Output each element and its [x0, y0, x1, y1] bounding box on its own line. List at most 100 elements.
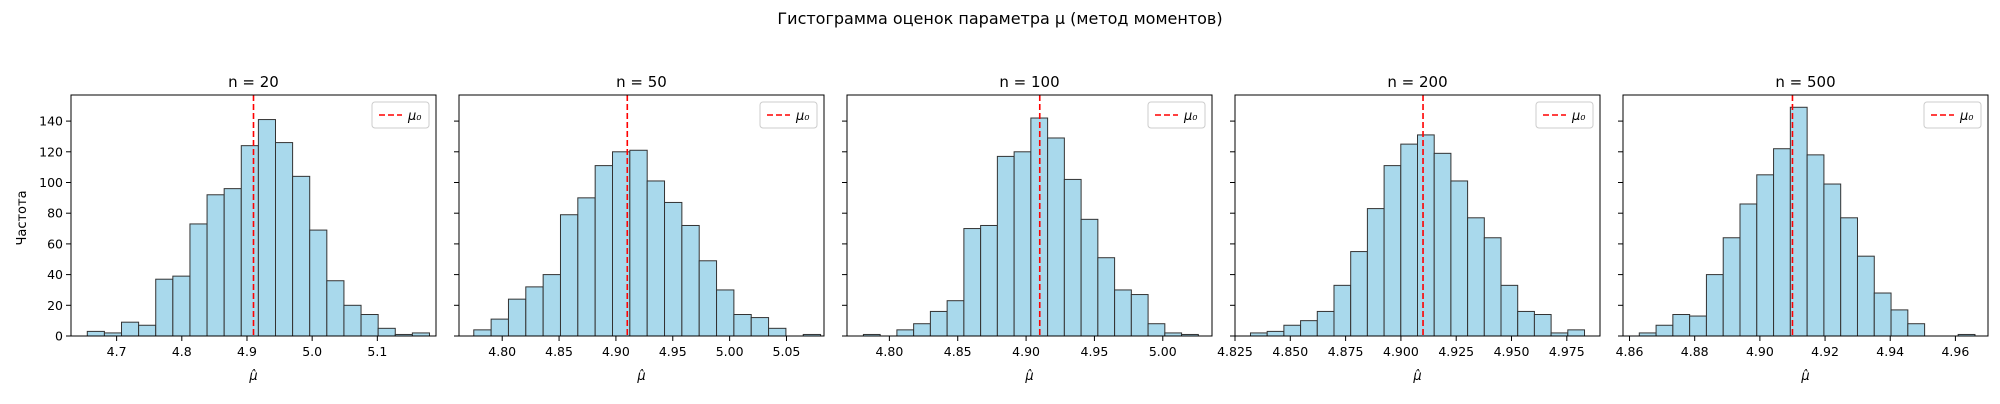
subplot-title: n = 200	[1387, 73, 1447, 91]
x-tick-label: 4.88	[1681, 344, 1709, 359]
histogram-bar	[577, 197, 596, 337]
x-tick-label: 4.950	[1494, 344, 1530, 359]
x-tick-label: 5.1	[367, 344, 387, 359]
axes-frame	[458, 94, 825, 337]
x-tick-label: 4.80	[488, 344, 516, 359]
histogram-bar	[1450, 180, 1469, 337]
histogram-bar	[1873, 292, 1892, 337]
x-tick-label: 4.80	[875, 344, 903, 359]
histogram-bar	[360, 314, 379, 337]
histogram-bar	[542, 274, 561, 337]
x-tick-label: 4.925	[1438, 344, 1474, 359]
histogram-bar	[1722, 237, 1741, 337]
x-tick-label: 5.05	[773, 344, 801, 359]
histogram-bar	[980, 224, 998, 337]
histogram-bar	[1333, 284, 1352, 337]
histogram-bar	[507, 298, 527, 337]
histogram-bar	[223, 188, 242, 337]
x-tick-label: 4.9	[237, 344, 257, 359]
x-axis-label: μ̂	[1024, 369, 1033, 384]
y-tick-label: 140	[39, 114, 63, 129]
histogram-bar	[189, 223, 208, 337]
histogram-bar	[559, 214, 579, 337]
histogram-bar	[1383, 165, 1402, 337]
x-tick-label: 4.95	[659, 344, 687, 359]
axes-frame	[1622, 94, 1989, 337]
histogram-bar	[929, 310, 948, 337]
subplot-1: n = 20 4.7 4.8 4.9 5.0 5.1 0 20 40 60 80 100 120 140 μ…	[39, 73, 437, 384]
x-tick-label: 5.00	[1149, 344, 1177, 359]
x-tick-label: 4.8	[172, 344, 192, 359]
x-tick-label: 4.90	[602, 344, 630, 359]
legend: μ₀	[371, 101, 430, 129]
histogram-bar	[646, 180, 666, 337]
histogram-bar	[750, 317, 770, 337]
histogram-bar	[1483, 237, 1502, 337]
histogram-bar	[257, 119, 276, 337]
legend: μ₀	[1147, 101, 1206, 129]
histogram-bar	[1907, 323, 1926, 337]
histogram-bar	[343, 304, 362, 337]
histogram-bar	[172, 275, 191, 337]
histogram-bar	[1823, 183, 1842, 337]
histogram-bar	[698, 260, 718, 337]
histogram-bar	[1080, 218, 1099, 337]
x-tick-label: 4.875	[1328, 344, 1364, 359]
x-tick-label: 4.975	[1549, 344, 1585, 359]
y-tick-label: 120	[39, 144, 63, 159]
x-axis-label: μ̂	[1800, 369, 1809, 384]
histogram-bar	[1773, 148, 1791, 337]
x-axis-label: μ̂	[248, 369, 257, 384]
histogram-bar	[996, 155, 1015, 337]
histogram-bar	[946, 300, 965, 337]
x-tick-label: 5.0	[302, 344, 322, 359]
histogram-bar	[1533, 314, 1552, 337]
histogram-bar	[1350, 251, 1368, 337]
subplot-2: n = 50 4.80 4.85 4.90 4.95 5.00 5.05 μ̂ μ₀	[454, 73, 825, 384]
subplot-title: n = 20	[228, 73, 279, 91]
histogram-bar	[1013, 151, 1032, 337]
histogram-bar	[1147, 323, 1166, 337]
x-tick-label: 4.90	[1012, 344, 1040, 359]
x-tick-label: 4.92	[1811, 344, 1839, 359]
histogram-bar	[716, 289, 735, 337]
legend: μ₀	[1923, 101, 1982, 129]
histogram-bar	[1890, 309, 1909, 337]
histogram-bar	[1689, 315, 1707, 337]
histogram-bar	[274, 142, 294, 337]
histogram-bar	[1467, 217, 1485, 337]
histogram-bar	[490, 318, 509, 337]
histogram-bar	[473, 329, 492, 337]
y-tick-label: 80	[47, 206, 63, 221]
histogram-bar	[1130, 294, 1149, 337]
histogram-bar	[1500, 284, 1519, 337]
histogram-bar	[1672, 314, 1691, 337]
y-axis-label: Частота	[15, 190, 30, 245]
subplot-title: n = 100	[999, 73, 1059, 91]
histogram-bar	[1063, 178, 1082, 337]
legend-label: μ₀	[1571, 109, 1586, 124]
histogram-bar	[1417, 134, 1435, 337]
y-tick-label: 0	[55, 329, 63, 344]
histogram-bar	[629, 149, 648, 337]
histogram-bar	[240, 145, 259, 337]
axes-frame	[70, 94, 437, 337]
x-tick-label: 4.96	[1941, 344, 1969, 359]
histogram-bar	[1739, 203, 1758, 337]
x-tick-label: 4.825	[1217, 344, 1253, 359]
histogram-bar	[525, 286, 544, 337]
histogram-bar	[1283, 324, 1302, 337]
x-tick-label: 4.900	[1383, 344, 1419, 359]
axes-frame	[1234, 94, 1601, 337]
histogram-bar	[377, 327, 396, 337]
legend: μ₀	[759, 101, 818, 129]
axes-frame	[846, 94, 1213, 337]
histogram-bar	[1366, 208, 1385, 337]
x-tick-label: 4.85	[944, 344, 972, 359]
histogram-bar	[1114, 289, 1132, 337]
histogram-bar	[1756, 174, 1775, 337]
histogram-bar	[768, 327, 787, 337]
histogram-bar	[1840, 217, 1858, 337]
histogram-bar	[1433, 152, 1452, 337]
